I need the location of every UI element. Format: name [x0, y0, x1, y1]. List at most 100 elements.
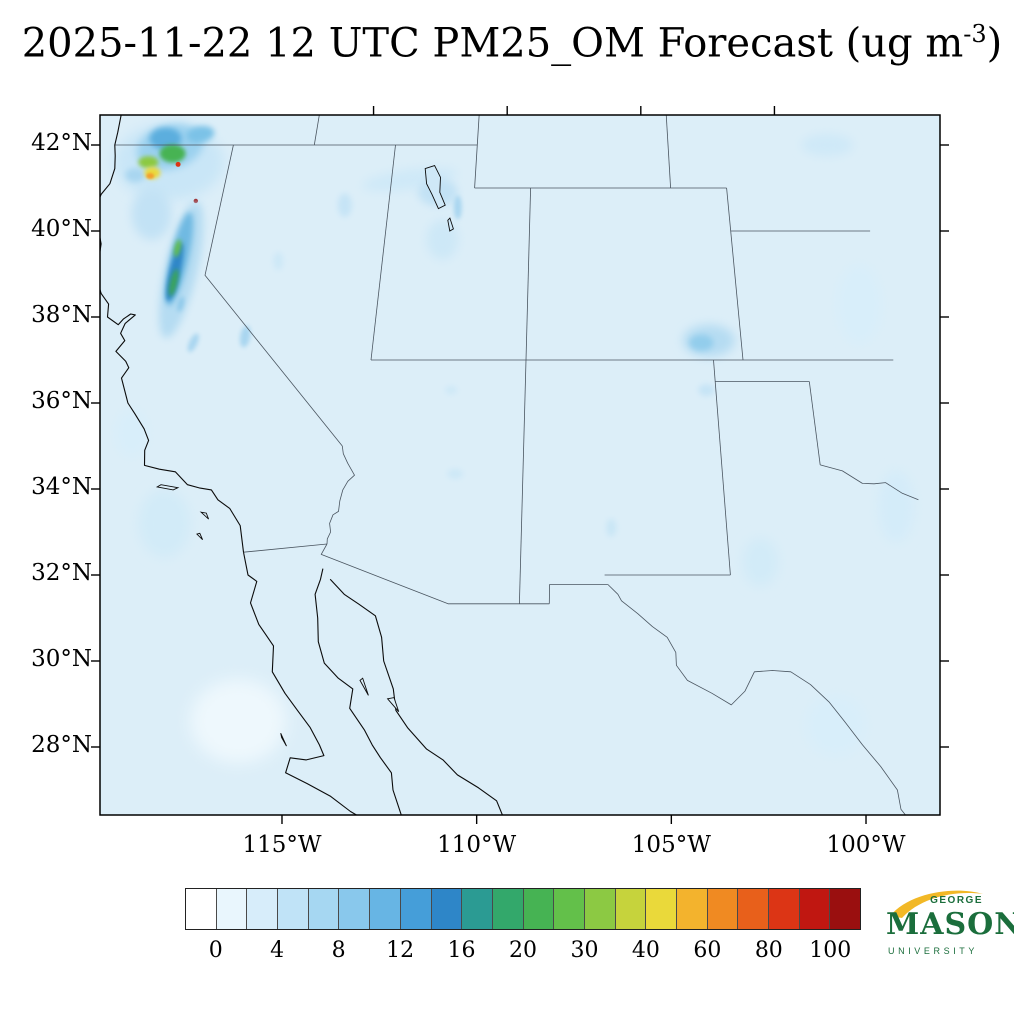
colorbar-tick-label: 20 [509, 938, 537, 963]
pm-patch [177, 296, 185, 312]
lat-tick-label: 32°N [31, 560, 92, 586]
lat-tick-label: 38°N [31, 302, 92, 328]
lat-tick-label: 30°N [31, 646, 92, 672]
title-exponent: -3 [963, 20, 987, 48]
title-close: ) [986, 20, 1003, 67]
colorbar-tick-label: 80 [754, 938, 783, 963]
colorbar-tick-label: 16 [447, 938, 476, 963]
pm-patch [453, 195, 462, 220]
pm-patch [273, 252, 284, 271]
colorbar-cell [738, 889, 770, 929]
lon-tick-label: 100°W [826, 832, 906, 858]
coastline [329, 578, 504, 815]
state-border-wy-west-111w [474, 115, 480, 189]
colorbar-cell [216, 889, 248, 929]
state-border-tx-100w [808, 381, 821, 465]
pm-patch [190, 679, 287, 764]
pm-patch [837, 264, 882, 345]
colorbar-tick-label: 100 [809, 938, 852, 963]
logo-university: UNIVERSITY [888, 946, 978, 956]
state-border-colorado-river [326, 445, 355, 545]
colorbar-cell [186, 889, 217, 929]
lon-tick-label: 105°W [631, 832, 711, 858]
colorbar-cell [308, 889, 340, 929]
lake [447, 217, 454, 232]
colorbar-cell [400, 889, 432, 929]
pm-patch [138, 156, 159, 169]
colorbar-cell [492, 889, 524, 929]
state-border-or-id-117w [313, 115, 320, 146]
colorbar-tick-label: 12 [386, 938, 415, 963]
pm-patch [878, 470, 915, 543]
pm-patch [426, 219, 459, 260]
coastline [100, 115, 245, 553]
colorbar-cell [615, 889, 647, 929]
lon-tick-label: 115°W [242, 832, 322, 858]
logo-mason: MASON [886, 907, 1014, 942]
logo-george: GEORGE [930, 895, 983, 906]
state-border-az-mexico [320, 543, 550, 605]
pm-patch [159, 144, 186, 163]
pm-patch [239, 325, 251, 348]
coastline [242, 552, 358, 815]
state-border-co-east-102w [726, 187, 744, 361]
pm-patch [445, 386, 458, 395]
state-border-ca-mexico [243, 543, 328, 553]
pm-patch [146, 173, 155, 179]
state-border-wy-ne-104w [665, 115, 671, 189]
colorbar-tick-label: 40 [631, 938, 660, 963]
map-frame [99, 114, 941, 816]
logo-swoosh-icon [890, 890, 983, 918]
colorbar-tick-label: 8 [331, 938, 346, 963]
pm-patch [125, 168, 146, 183]
pm-patch [805, 695, 866, 756]
gmu-logo: GEORGE MASON UNIVERSITY [886, 890, 1014, 956]
lat-tick-label: 34°N [31, 474, 92, 500]
colorbar-cell [523, 889, 555, 929]
island [359, 677, 369, 696]
title-text: 2025-11-22 12 UTC PM25_OM Forecast (ug m [21, 20, 964, 67]
figure-title: 2025-11-22 12 UTC PM25_OM Forecast (ug m… [0, 20, 1024, 66]
colorbar-cell [278, 889, 309, 929]
colorbar-cell [830, 889, 861, 929]
colorbar-tick-label: 0 [208, 938, 223, 963]
colorbar-cell [707, 889, 739, 929]
colorbar-tick-label: 30 [570, 938, 599, 963]
island [280, 733, 287, 747]
island [199, 511, 210, 520]
pm-patch [169, 268, 179, 297]
pm-patch [801, 134, 854, 156]
colorbar-cell [677, 889, 708, 929]
pm-patch [187, 333, 199, 353]
map-layers [100, 115, 940, 815]
pm-patch [149, 127, 182, 150]
colorbar-cell [370, 889, 401, 929]
state-border-az-nm-109w [519, 359, 527, 604]
pm-patch [689, 334, 714, 351]
pm-patch [131, 187, 172, 240]
colorbar-tick-label: 60 [693, 938, 722, 963]
state-border-red-river [820, 464, 919, 501]
state-border-nm-mexico [548, 584, 608, 604]
lake [424, 165, 446, 210]
island [155, 484, 180, 491]
island [386, 697, 400, 712]
colorbar [185, 888, 861, 930]
pm-patch [698, 384, 715, 397]
colorbar-cell [339, 889, 371, 929]
state-border-ut-co-109w [525, 187, 531, 361]
lat-tick-label: 28°N [31, 732, 92, 758]
lat-tick-label: 36°N [31, 388, 92, 414]
pm-patch [173, 239, 182, 257]
pm-patch [138, 489, 191, 558]
state-border-nv-ut-114w [370, 144, 396, 361]
coastline [314, 568, 402, 815]
lat-tick-label: 42°N [31, 130, 92, 156]
pm-patch [742, 538, 779, 587]
island [196, 532, 204, 541]
lat-tick-label: 40°N [31, 216, 92, 242]
state-border-rio-grande [607, 584, 907, 815]
lon-tick-label: 110°W [437, 832, 517, 858]
pm-patch [115, 409, 148, 458]
